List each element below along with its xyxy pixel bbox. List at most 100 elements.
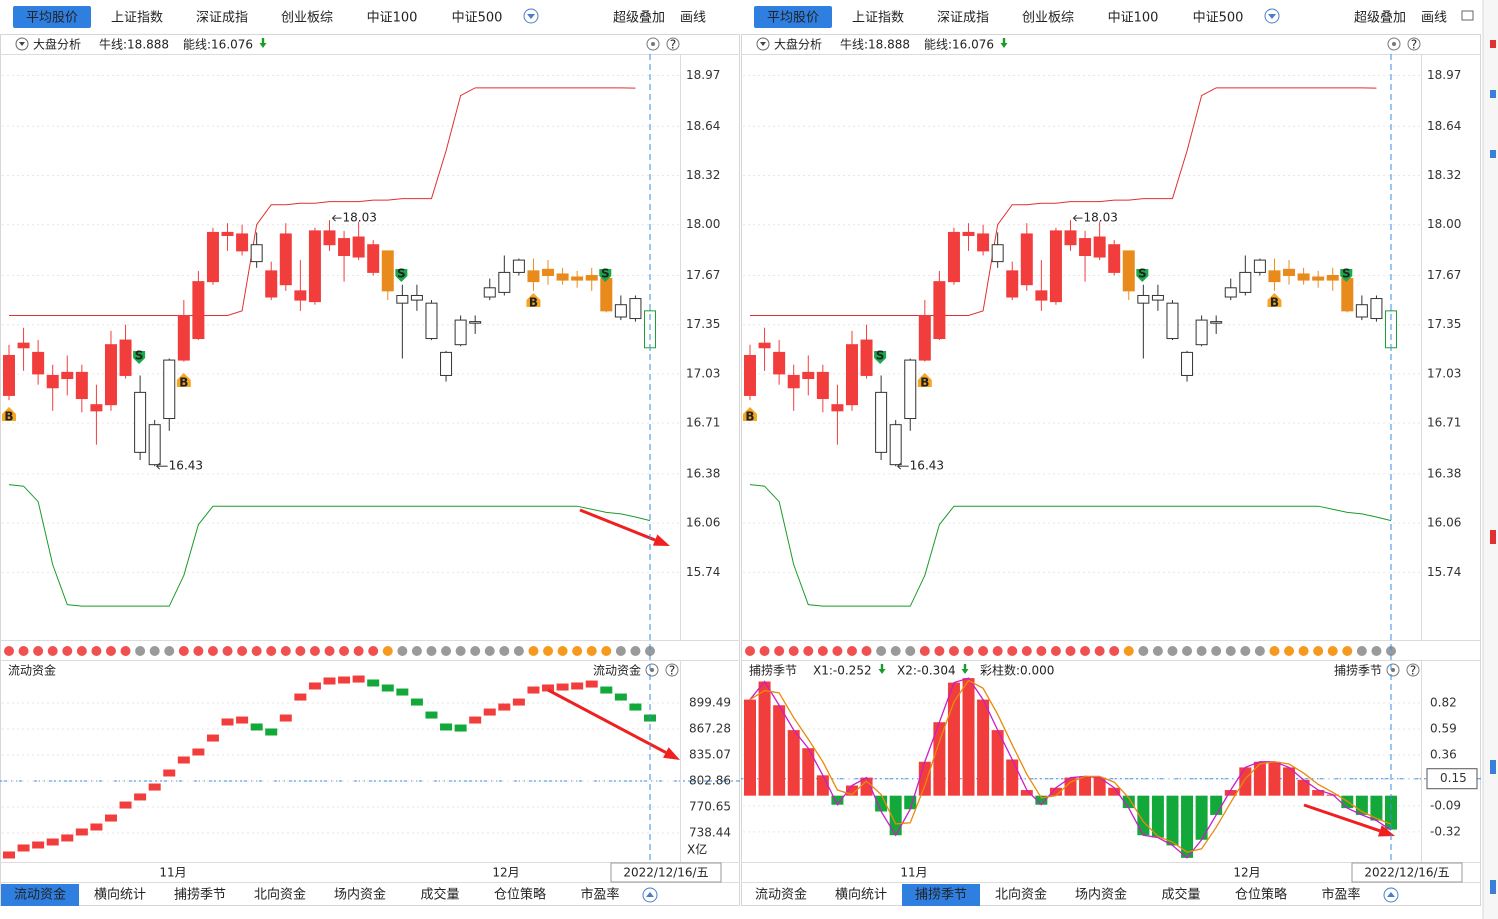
tab-selected[interactable] [1,884,79,906]
flow-step [367,679,380,687]
state-dot [120,646,131,656]
bottom-tab[interactable]: 成交量 [420,887,459,903]
state-dot [861,646,872,656]
top-tab[interactable]: 上证指数 [852,11,904,26]
dropdown-icon[interactable] [1268,14,1276,19]
bottom-tab[interactable]: 横向统计 [835,887,887,903]
top-tab[interactable]: 创业板综 [1022,11,1074,26]
collapse-icon[interactable] [1387,892,1395,897]
state-dot [222,646,233,656]
top-tab[interactable]: 中证100 [1108,11,1159,26]
bottom-tab[interactable]: 市盈率 [580,887,619,903]
candle-body [1079,238,1092,256]
candle-body [206,231,219,283]
side-icon[interactable] [1490,880,1496,894]
collapse-icon[interactable] [646,892,654,897]
tab-selected[interactable] [754,6,832,28]
collapse-icon[interactable] [1383,887,1399,903]
energy-line [8,484,651,607]
side-icon[interactable] [1490,530,1496,544]
bottom-tab[interactable]: 捕捞季节 [915,887,967,903]
top-tab[interactable]: 中证500 [452,11,503,26]
top-tab[interactable]: 创业板综 [281,11,333,26]
candle-body [744,354,756,396]
help-icon[interactable] [1407,37,1421,51]
bottom-tab[interactable]: 流动资金 [14,887,66,903]
tab-selected[interactable] [902,884,980,906]
draw-button[interactable]: 画线 [680,11,706,26]
candle-body [221,231,234,236]
side-icon[interactable] [1490,150,1496,158]
x2-label: X2:-0.304 [897,664,956,678]
help-icon[interactable] [666,37,680,51]
help-icon[interactable]: ? [670,38,676,52]
top-tab[interactable]: 中证100 [367,11,418,26]
state-dot [1371,646,1382,656]
draw-button[interactable]: 画线 [1421,11,1447,26]
side-icon[interactable] [1490,760,1496,774]
settings-icon[interactable] [1391,668,1395,672]
help-icon[interactable]: ? [1411,38,1417,52]
side-icon[interactable] [1490,40,1496,48]
bottom-tab[interactable]: 仓位策略 [494,887,546,903]
top-tab[interactable]: 中证500 [1193,11,1244,26]
season-bar [1312,790,1325,796]
bottom-tab[interactable]: 北向资金 [254,887,306,903]
overlay-button[interactable]: 超级叠加 [1354,11,1406,26]
dropdown-icon[interactable] [523,8,539,24]
dropdown-icon[interactable] [527,14,535,19]
signal-marker [874,351,887,364]
candle-body [1326,274,1339,281]
candle-body [498,271,511,293]
bottom-tab[interactable]: 捕捞季节 [174,887,226,903]
collapse-icon[interactable] [760,42,766,46]
help-icon[interactable] [1406,663,1420,677]
settings-icon[interactable] [1387,37,1401,51]
bottom-tab[interactable]: 流动资金 [755,887,807,903]
y-tick-label: 16.71 [1427,416,1461,430]
state-dot [1313,646,1324,656]
settings-icon[interactable] [645,663,659,677]
bottom-tab[interactable]: 北向资金 [995,887,1047,903]
window-icon[interactable] [1461,10,1474,21]
top-tab[interactable]: 平均股价 [767,11,819,26]
season-bar [1035,795,1048,805]
collapse-icon[interactable] [642,887,658,903]
bottom-tab[interactable]: 成交量 [1161,887,1200,903]
help-icon[interactable]: ? [1410,664,1416,678]
help-icon[interactable]: ? [669,664,675,678]
candle-body [367,244,380,273]
top-tab[interactable]: 平均股价 [26,11,78,26]
side-icon[interactable] [1490,90,1496,98]
bottom-tab[interactable]: 场内资金 [1075,887,1127,903]
help-icon[interactable] [665,663,679,677]
bottom-tab[interactable]: 横向统计 [94,887,146,903]
signal-marker [743,407,757,421]
bottom-tab[interactable]: 仓位策略 [1235,887,1287,903]
bottom-tab[interactable]: 市盈率 [1321,887,1360,903]
settings-icon[interactable] [1392,42,1396,46]
flow-step [629,703,642,711]
settings-icon[interactable] [646,37,660,51]
settings-icon[interactable] [651,42,655,46]
high-arrow [331,214,336,222]
dropdown-icon[interactable] [1264,8,1280,24]
candle-body [1064,230,1077,246]
overlay-button[interactable]: 超级叠加 [613,11,665,26]
season-bar [947,682,960,796]
collapse-icon[interactable] [15,37,29,51]
bottom-tab[interactable]: 场内资金 [334,887,386,903]
state-dot [846,646,857,656]
collapse-icon[interactable] [19,42,25,46]
candle-body [904,359,917,420]
state-dot [411,646,422,656]
settings-icon[interactable] [650,668,654,672]
top-tab[interactable]: 上证指数 [111,11,163,26]
settings-icon[interactable] [1386,663,1400,677]
tab-selected[interactable] [13,6,91,28]
collapse-icon[interactable] [756,37,770,51]
y-tick-label: 17.35 [1427,317,1461,331]
top-tab[interactable]: 深证成指 [196,11,248,26]
season-bar [977,699,990,796]
top-tab[interactable]: 深证成指 [937,11,989,26]
